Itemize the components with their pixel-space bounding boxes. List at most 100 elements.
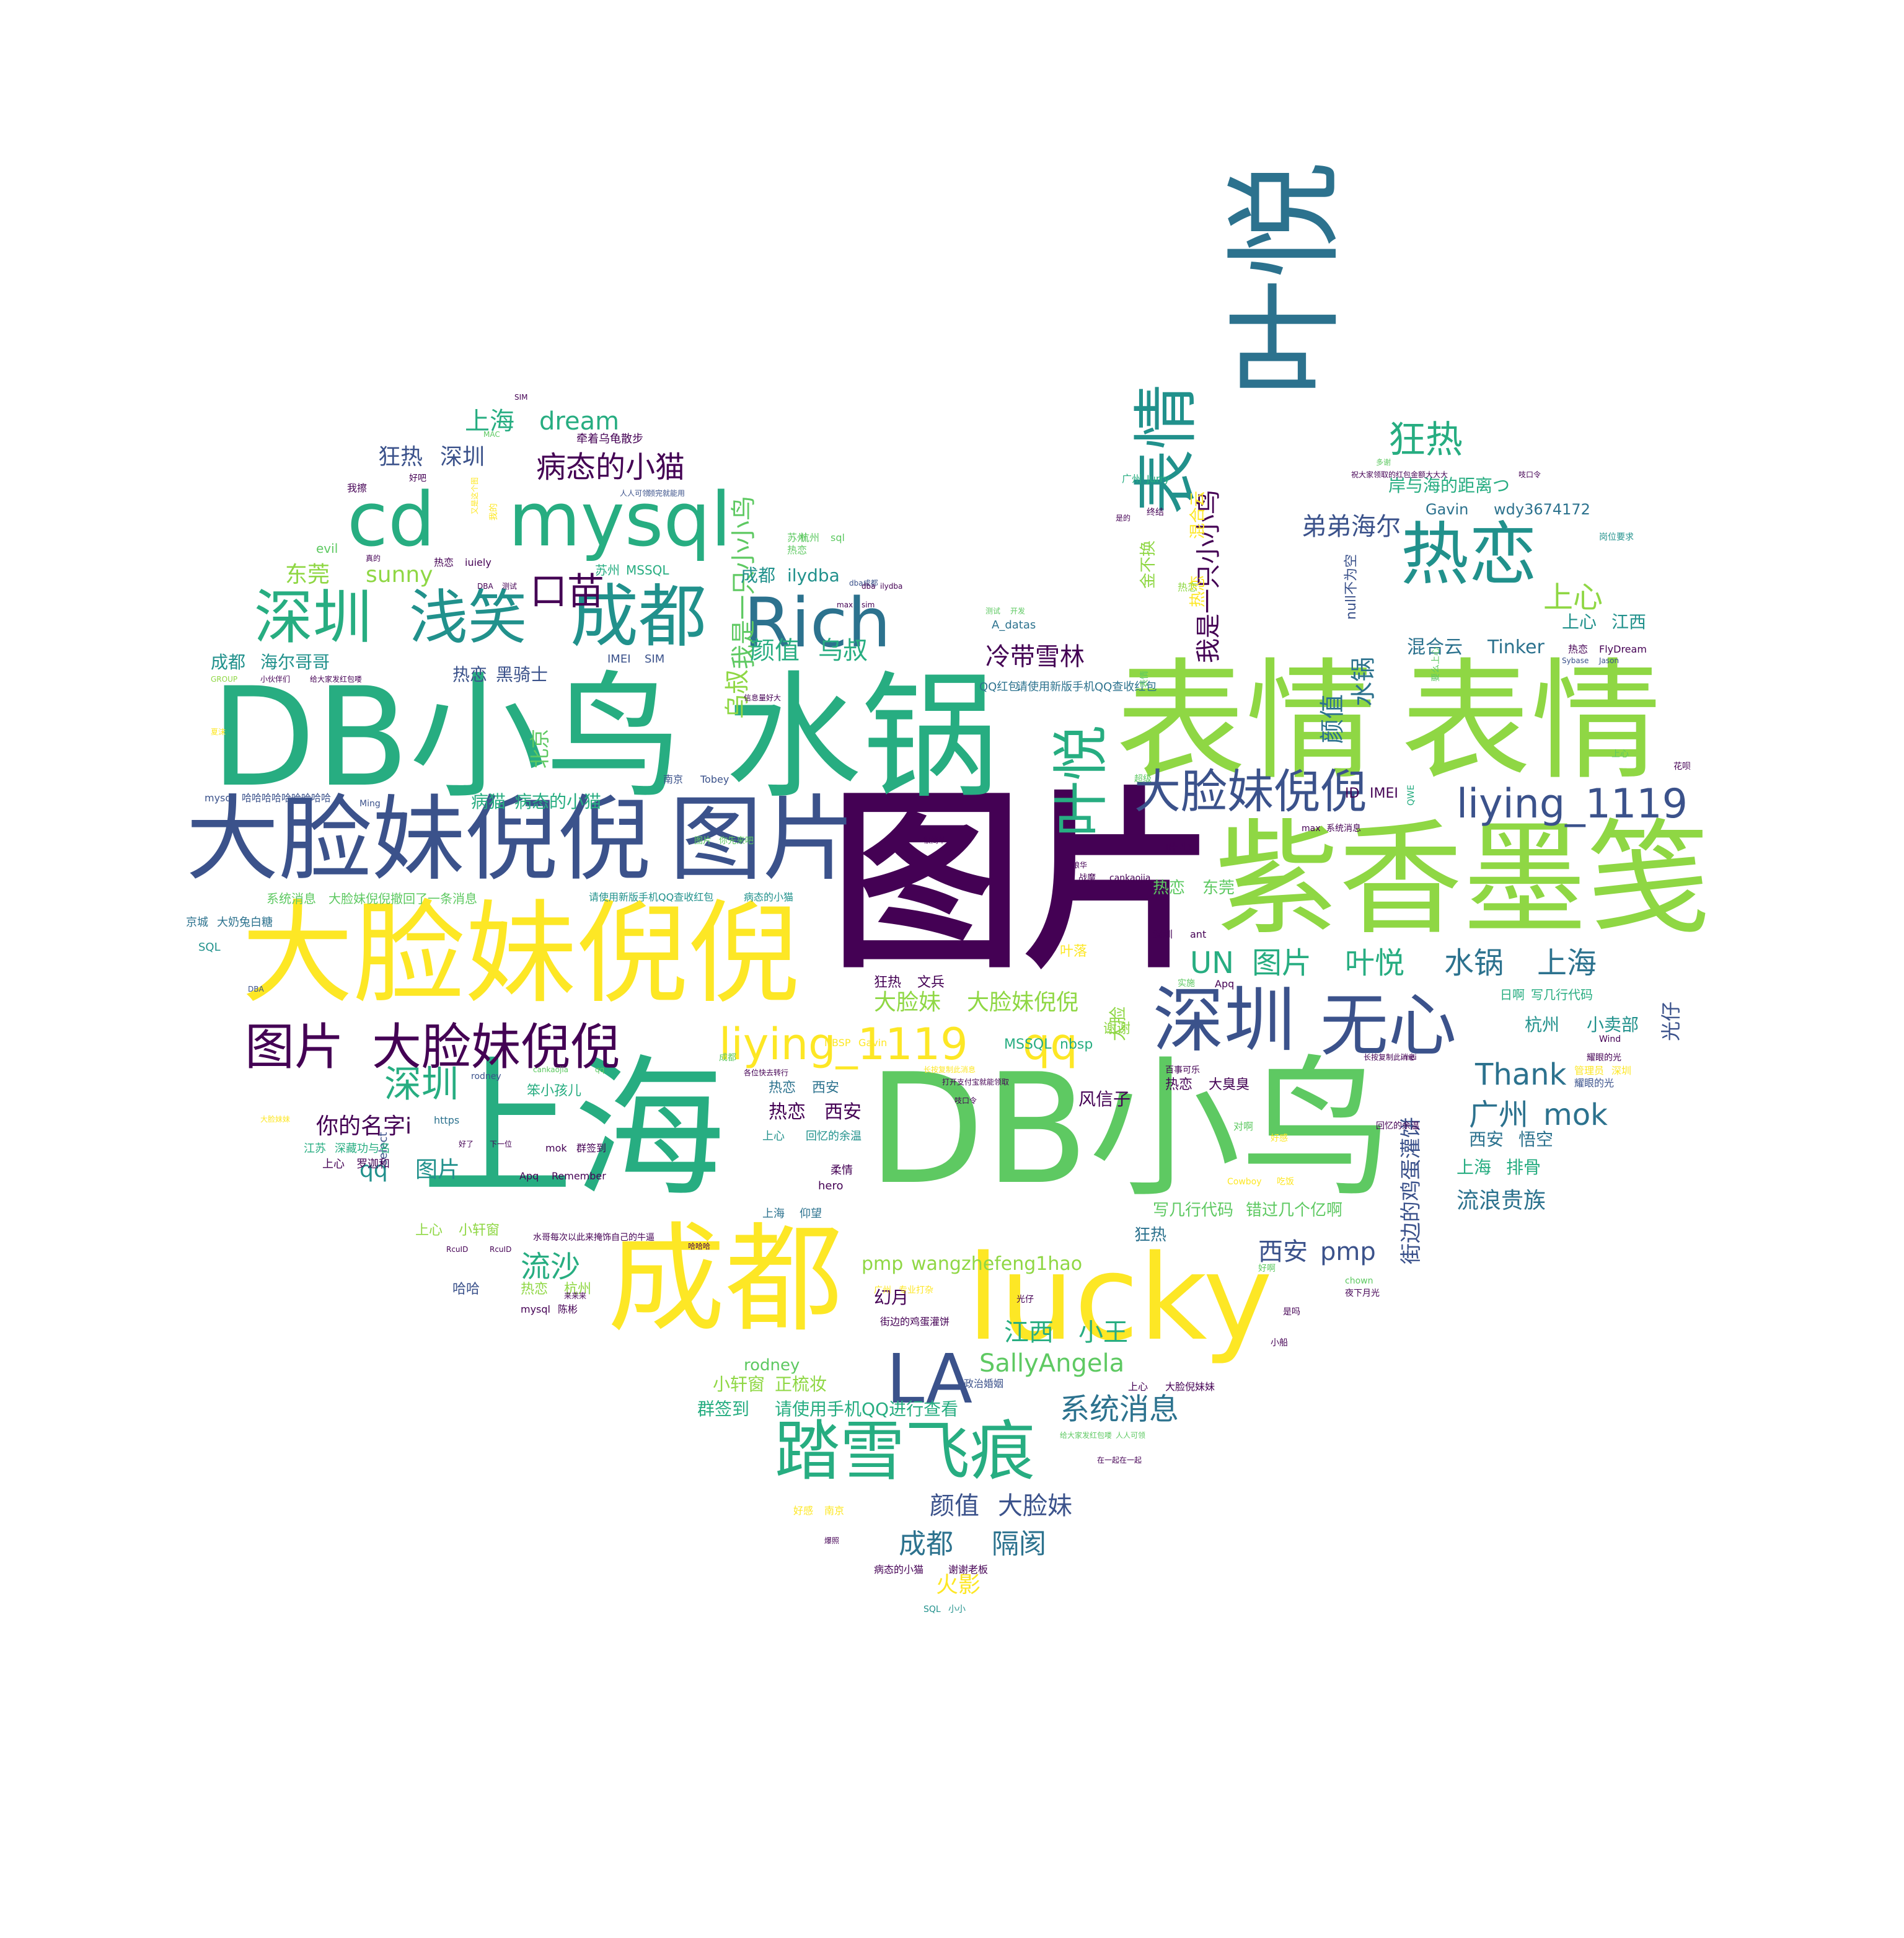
word: 人人可领: [1116, 1431, 1146, 1440]
word: 杭州: [1525, 1015, 1560, 1035]
word: 火影: [936, 1572, 981, 1598]
word: 正梳妆: [775, 1374, 827, 1394]
word: 广州: [1469, 1098, 1529, 1132]
word: 长按复制此消息: [923, 1065, 976, 1074]
word: 苏州: [595, 563, 620, 578]
word: mok: [545, 1142, 567, 1154]
word: Remember: [552, 1170, 606, 1182]
word: 哈哈哈哈哈哈哈哈哈: [242, 792, 332, 804]
word: mysql: [205, 792, 234, 804]
word: 管理员: [1574, 1065, 1605, 1077]
word: wdy3674172: [1494, 501, 1590, 518]
word: 耀眼的光: [1587, 1053, 1621, 1063]
word: 大脸妹: [874, 990, 941, 1015]
word: iuiely: [465, 557, 491, 568]
word: 哈哈哈: [688, 1242, 711, 1251]
word: 战魔: [1078, 873, 1096, 883]
word: 我的: [489, 503, 499, 521]
word: 图片: [1252, 946, 1312, 980]
word: 图片: [669, 786, 856, 894]
word: 在一起在一起: [1097, 1456, 1142, 1465]
word: 给大家发红包喽: [310, 675, 363, 684]
word: 深藏功与名: [335, 1142, 390, 1155]
word: 金不换: [1139, 540, 1158, 589]
word: 水锅: [725, 658, 998, 817]
word: sql: [831, 532, 845, 544]
word: 京城: [186, 916, 208, 929]
word: 成都: [607, 1211, 844, 1348]
word: 回忆的余温: [1376, 1121, 1419, 1131]
word: IMEI: [1370, 786, 1398, 801]
word: 成都: [719, 1053, 736, 1063]
word: 大脸妹倪倪: [372, 1018, 620, 1076]
word: 上心: [415, 1223, 443, 1238]
word: 岗位要求: [1599, 532, 1634, 542]
word: 回忆的余温: [806, 1130, 862, 1143]
word: 夜下月光: [1345, 1288, 1380, 1298]
word: 热恋: [434, 557, 454, 568]
word: liying_1119: [1457, 781, 1688, 827]
word: 上心: [1562, 612, 1597, 632]
word: 是吗: [1283, 1307, 1300, 1317]
word: 热恋: [1568, 643, 1589, 655]
word: 混合云: [1189, 490, 1207, 539]
word: hero: [818, 1179, 844, 1192]
word: 请使用新版手机QQ查收红包: [589, 891, 714, 903]
word: 上海: [762, 1207, 785, 1220]
word: mysql: [508, 477, 731, 563]
word: 街边的鸡蛋灌饼: [880, 1316, 950, 1328]
word: 西安: [812, 1080, 840, 1096]
word: 大脸妹倪倪撤回了一条消息: [328, 891, 477, 906]
word: 夏沫: [211, 728, 226, 736]
word: 热恋: [1401, 515, 1537, 594]
word: ilydba: [880, 582, 903, 591]
word: 隔阂: [992, 1528, 1046, 1560]
word: IMEI: [607, 653, 631, 666]
word: liying_1119: [719, 1019, 968, 1070]
word: 仰望: [800, 1207, 822, 1220]
word: 图片: [831, 771, 1215, 995]
word: 小船: [1271, 1338, 1288, 1348]
word: 好感: [1271, 1134, 1288, 1143]
word: 病猫: [471, 791, 506, 812]
word: 深圳: [1153, 979, 1296, 1062]
word: ilydba: [787, 565, 840, 586]
word: 大脸妹妹: [260, 1115, 291, 1124]
word: 苏州: [787, 532, 808, 544]
word: 水哥每次以此来掩饰自己的牛逼: [533, 1233, 654, 1243]
word: cd: [347, 477, 436, 563]
word: 幻月: [874, 1287, 909, 1308]
word: 悟空: [1518, 1129, 1554, 1150]
word: 吱口令: [954, 1096, 977, 1105]
word: 热恋: [452, 664, 488, 685]
word: 对啊: [1233, 1121, 1254, 1132]
word: 祝大家领取的红包金额大大大: [1351, 470, 1448, 479]
word: SIM: [514, 393, 528, 402]
word: DBA: [248, 985, 264, 993]
word: nbsp: [1060, 1037, 1093, 1052]
word: 写几行代码: [1531, 987, 1593, 1002]
word: GROUP: [211, 675, 238, 684]
word: SQL: [198, 941, 221, 954]
word: 给大家发红包喽: [1060, 1431, 1113, 1440]
word: max: [837, 601, 853, 609]
word: 病态的小猫: [874, 1564, 924, 1575]
word: 流沙: [521, 1249, 581, 1284]
word: Rich: [744, 583, 891, 663]
word: 口苗: [530, 570, 604, 614]
word: Apq: [519, 1170, 539, 1182]
word: 信息量好大: [744, 694, 782, 702]
word: 群签到: [697, 1399, 750, 1419]
word: 杭州: [564, 1282, 592, 1297]
word: 成都: [899, 1528, 953, 1560]
word: 上心: [322, 1158, 345, 1171]
word: 无心: [1320, 986, 1457, 1065]
word: 叶悦: [1049, 725, 1114, 837]
word: 来来来: [564, 1292, 587, 1300]
word: imei: [1401, 1053, 1417, 1062]
word: 各位快去转行: [744, 1068, 789, 1077]
word: 深圳: [384, 1063, 459, 1106]
word: 表情: [1401, 646, 1662, 798]
word: 西安: [1258, 1238, 1308, 1266]
word: 小轩窗: [459, 1223, 500, 1238]
